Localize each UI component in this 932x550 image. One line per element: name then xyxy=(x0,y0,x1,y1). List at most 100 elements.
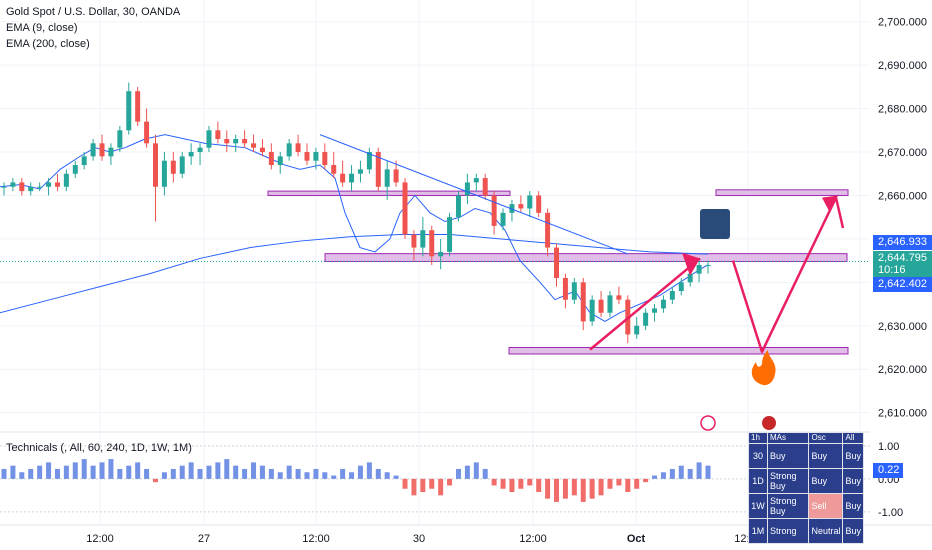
candle-body xyxy=(438,251,444,257)
histogram-bar xyxy=(705,465,711,479)
lightning-icon[interactable] xyxy=(700,415,716,431)
price-tick-label: 2,630.000 xyxy=(878,321,927,333)
candle-body xyxy=(277,156,283,166)
zone-rect xyxy=(267,190,511,196)
histogram-bar xyxy=(500,478,506,489)
candle-body xyxy=(357,169,363,174)
projection-tail xyxy=(834,197,845,229)
candle-body xyxy=(10,182,16,187)
candle-body xyxy=(179,156,185,174)
candle-body xyxy=(259,147,265,153)
histogram-bar xyxy=(170,468,176,479)
time-tick-label: 12:00 xyxy=(519,533,547,545)
histogram-bar xyxy=(669,468,675,479)
price-tick-label: 2,680.000 xyxy=(878,104,927,116)
support-resistance-zones xyxy=(0,189,870,355)
candle-body xyxy=(571,282,577,300)
histogram-bar xyxy=(277,472,283,479)
table-header-cell: MAs xyxy=(766,432,810,444)
table-cell: Buy xyxy=(808,443,844,469)
candle-body xyxy=(366,152,372,170)
histogram-bar xyxy=(580,478,586,502)
candle-body xyxy=(393,169,399,183)
histogram-bar xyxy=(63,465,69,479)
candle-body xyxy=(643,312,649,326)
histogram-bar xyxy=(598,478,604,496)
histogram-bar xyxy=(696,462,702,479)
histogram-bar xyxy=(473,462,479,479)
histogram-bar xyxy=(331,475,337,479)
candle-body xyxy=(447,217,453,252)
upper-price-label: 2,646.933 xyxy=(873,235,932,250)
table-row: 1W Strong Buy Sell Buy xyxy=(748,493,864,519)
time-tick-label: 27 xyxy=(198,533,210,545)
histogram-bar xyxy=(81,459,87,479)
candle-body xyxy=(402,182,408,235)
candle-body xyxy=(286,143,292,157)
us-flag-icon[interactable] xyxy=(762,416,776,430)
candle-body xyxy=(295,143,301,153)
histogram-bar xyxy=(179,465,185,479)
histogram-bar xyxy=(188,462,194,479)
candle-body xyxy=(197,147,203,153)
histogram-bar xyxy=(554,478,560,502)
histogram-bar xyxy=(536,478,542,493)
histogram-bar xyxy=(117,468,123,479)
candles xyxy=(1,82,711,344)
candle-body xyxy=(251,143,257,148)
candle-body xyxy=(554,247,560,278)
table-header-cell: 1h xyxy=(748,432,768,444)
projection-arrows xyxy=(589,195,845,354)
histogram-bar xyxy=(571,478,577,496)
candle-body xyxy=(509,204,515,213)
histogram-bar xyxy=(562,478,568,499)
table-header-row: 1h MAs Osc All xyxy=(748,432,864,444)
histogram-bar xyxy=(438,478,444,496)
histogram-bar xyxy=(322,472,328,479)
candle-body xyxy=(304,152,310,161)
indicator-legend: Technicals (, All, 60, 240, 1D, 1W, 1M) xyxy=(6,442,192,454)
candle-body xyxy=(322,152,328,166)
price-axis: 2,700.000 2,690.000 2,680.000 2,670.000 2,66… xyxy=(878,17,927,420)
table-cell: Buy xyxy=(842,468,864,494)
histogram-bar xyxy=(268,468,274,479)
projection-arrow-head xyxy=(822,195,838,213)
technicals-table: 1h MAs Osc All 30 Buy Buy Buy 1D Strong Buy Buy Buy… xyxy=(748,432,864,544)
descending-trendline xyxy=(319,134,629,255)
histogram-bar xyxy=(402,478,408,489)
histogram-bar xyxy=(660,472,666,479)
histogram-bar xyxy=(224,459,230,479)
ema200-line xyxy=(0,234,709,314)
candle-body xyxy=(63,173,69,187)
ema9-legend: EMA (9, close) xyxy=(6,22,78,34)
table-cell: Strong xyxy=(766,518,810,544)
histogram-bar xyxy=(509,478,515,493)
candle-body xyxy=(81,156,87,166)
histogram-bar xyxy=(366,462,372,479)
histogram-bar xyxy=(625,478,631,493)
time-tick-label: 12:00 xyxy=(86,533,114,545)
candle-body xyxy=(54,182,60,187)
candle-body xyxy=(455,195,461,218)
table-header-cell: All xyxy=(842,432,864,444)
candle-body xyxy=(72,165,78,174)
candle-body xyxy=(411,234,417,248)
table-cell: Strong Buy xyxy=(766,468,810,494)
candle-body xyxy=(464,182,470,196)
candle-body xyxy=(473,178,479,183)
candle-body xyxy=(206,130,212,148)
histogram-bar xyxy=(19,472,25,479)
candle-body xyxy=(687,273,693,283)
histogram-bar xyxy=(1,468,7,479)
histogram-bar xyxy=(420,478,426,493)
table-cell: Buy xyxy=(808,468,844,494)
table-cell: Neutral xyxy=(808,518,844,544)
histogram-bar xyxy=(90,465,96,479)
candle-body xyxy=(108,147,114,157)
histogram-bar xyxy=(545,478,551,499)
candle-body xyxy=(331,165,337,174)
price-tick-label: 2,660.000 xyxy=(878,190,927,202)
idea-icon[interactable] xyxy=(700,209,730,239)
histogram-bar xyxy=(215,462,221,479)
